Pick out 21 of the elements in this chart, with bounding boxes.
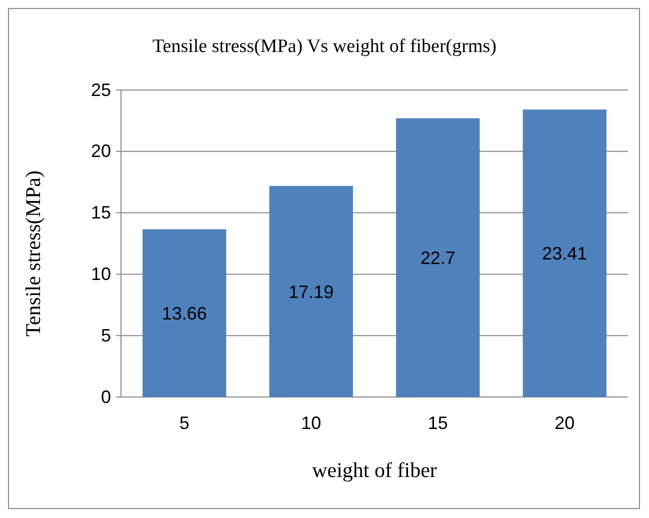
y-tick-label: 10 xyxy=(90,264,111,284)
x-tick-label: 10 xyxy=(301,412,322,433)
y-tick-label: 0 xyxy=(100,386,111,407)
chart-title: Tensile stress(MPa) Vs weight of fiber(grms) xyxy=(152,36,496,57)
y-tick-label: 5 xyxy=(100,325,111,346)
y-tick-label: 25 xyxy=(90,80,111,100)
data-label: 13.66 xyxy=(162,303,207,324)
bar xyxy=(522,110,606,397)
bar xyxy=(396,118,480,397)
bar xyxy=(142,229,226,397)
data-label: 23.41 xyxy=(542,244,588,264)
y-tick-label: 20 xyxy=(90,141,111,162)
data-label: 17.19 xyxy=(288,282,334,302)
x-tick-label: 20 xyxy=(554,412,575,433)
x-tick-label: 15 xyxy=(428,412,448,433)
x-tick-label: 5 xyxy=(179,412,190,433)
bar xyxy=(269,186,353,397)
y-tick-label: 15 xyxy=(90,202,111,223)
y-axis-title: Tensile stress(MPa) xyxy=(21,170,45,336)
data-label: 22.7 xyxy=(420,248,456,268)
x-axis-title: weight of fiber xyxy=(312,458,437,482)
